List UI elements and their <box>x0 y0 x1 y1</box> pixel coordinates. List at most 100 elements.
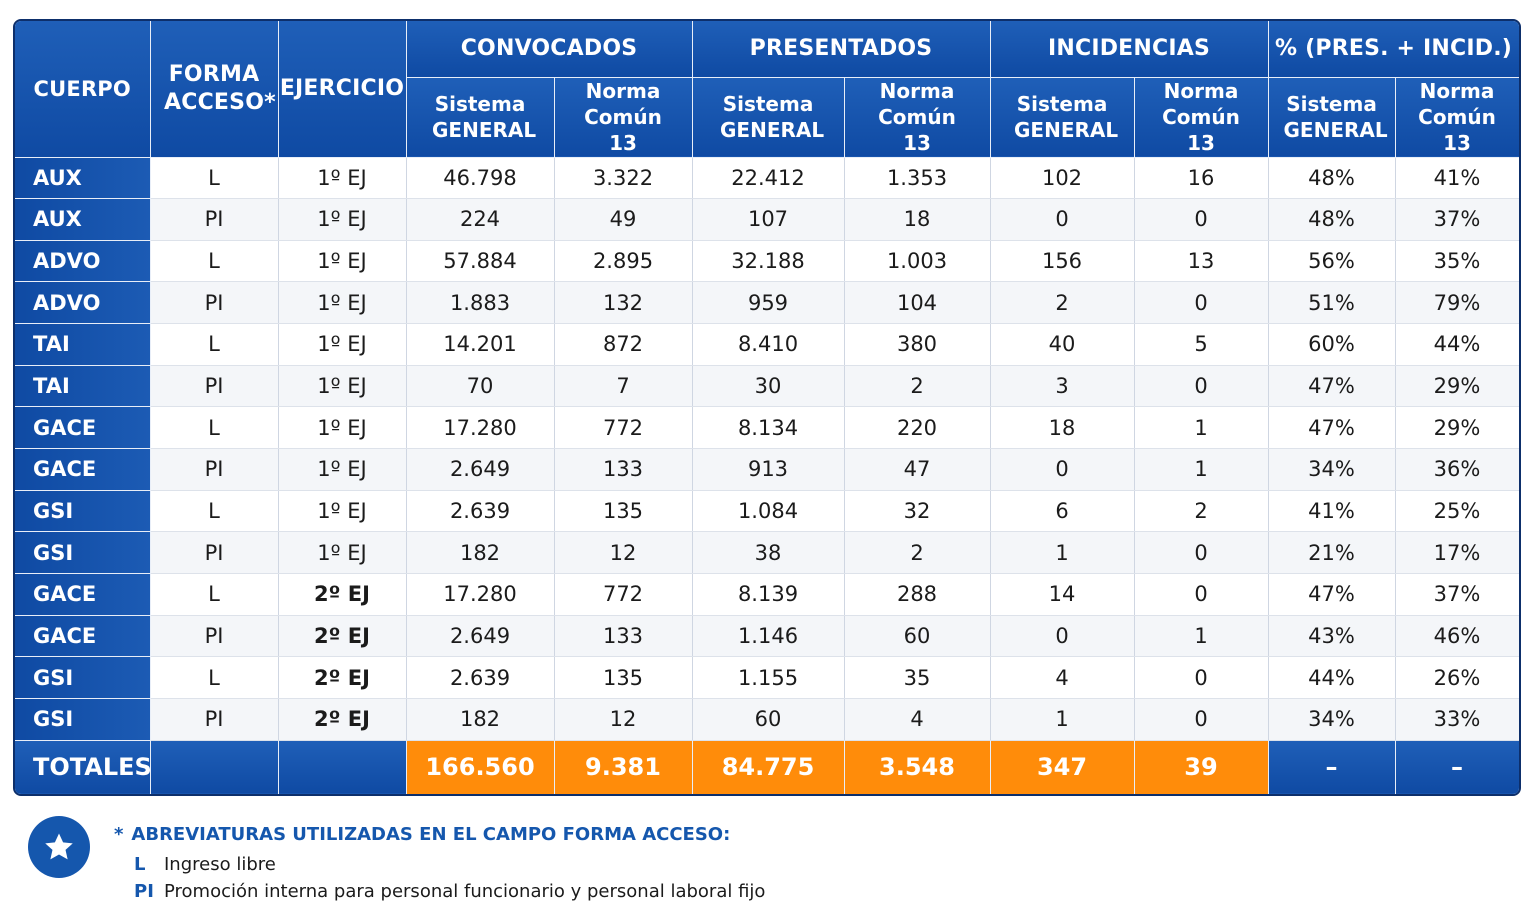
subheader-cell: Norma Común 13 <box>1395 77 1519 158</box>
cell-cuerpo: GACE <box>15 448 151 491</box>
cell-cuerpo: GACE <box>15 406 151 449</box>
cell-ejercicio: 2º EJ <box>278 573 407 616</box>
cell-convocados-nc13: 132 <box>554 281 693 325</box>
cell-ejercicio: 1º EJ <box>278 157 407 200</box>
cell-convocados-general: 14.201 <box>406 323 555 366</box>
header-group-convocados: CONVOCADOS <box>406 21 693 78</box>
results-table: CUERPO FORMA ACCESO* EJERCICIO CONVOCADO… <box>15 21 1519 794</box>
cell-pct-general: 48% <box>1268 198 1396 241</box>
cell-presentados-general: 959 <box>692 281 845 325</box>
cell-pct-nc13: 79% <box>1395 281 1519 325</box>
table-row: GACE PI 2º EJ 2.649 133 1.146 60 0 1 43% 46% <box>15 615 1519 658</box>
cell-incidencias-general: 156 <box>990 240 1135 283</box>
totals-presentados-general: 84.775 <box>692 740 845 794</box>
cell-pct-general: 34% <box>1268 448 1396 491</box>
cell-ejercicio: 1º EJ <box>278 240 407 283</box>
cell-ejercicio: 1º EJ <box>278 281 407 325</box>
cell-ejercicio: 2º EJ <box>278 656 407 699</box>
table-row: TAI PI 1º EJ 70 7 30 2 3 0 47% 29% <box>15 365 1519 408</box>
cell-presentados-nc13: 32 <box>844 490 991 533</box>
cell-cuerpo: GSI <box>15 490 151 533</box>
cell-convocados-nc13: 135 <box>554 490 693 533</box>
cell-presentados-nc13: 104 <box>844 281 991 325</box>
cell-cuerpo: ADVO <box>15 240 151 283</box>
cell-presentados-general: 8.139 <box>692 573 845 616</box>
cell-pct-nc13: 35% <box>1395 240 1519 283</box>
cell-forma-acceso: L <box>150 573 279 616</box>
cell-incidencias-nc13: 16 <box>1134 157 1269 200</box>
totals-pct-nc13: – <box>1395 740 1519 794</box>
cell-pct-general: 47% <box>1268 573 1396 616</box>
cell-forma-acceso: L <box>150 656 279 699</box>
subheader-label: Norma Común 13 <box>878 79 956 155</box>
cell-pct-nc13: 44% <box>1395 323 1519 366</box>
cell-convocados-nc13: 133 <box>554 448 693 491</box>
cell-cuerpo: AUX <box>15 157 151 200</box>
cell-presentados-nc13: 4 <box>844 698 991 741</box>
cell-forma-acceso: PI <box>150 531 279 574</box>
cell-presentados-nc13: 2 <box>844 531 991 574</box>
cell-presentados-nc13: 1.003 <box>844 240 991 283</box>
cell-convocados-general: 2.649 <box>406 615 555 658</box>
cell-presentados-nc13: 47 <box>844 448 991 491</box>
cell-ejercicio: 1º EJ <box>278 448 407 491</box>
cell-forma-acceso: PI <box>150 448 279 491</box>
cell-presentados-nc13: 220 <box>844 406 991 449</box>
cell-pct-nc13: 37% <box>1395 573 1519 616</box>
cell-incidencias-nc13: 13 <box>1134 240 1269 283</box>
cell-presentados-general: 1.084 <box>692 490 845 533</box>
table-header: CUERPO FORMA ACCESO* EJERCICIO CONVOCADO… <box>15 21 1519 158</box>
cell-convocados-general: 17.280 <box>406 406 555 449</box>
cell-cuerpo: GACE <box>15 615 151 658</box>
cell-incidencias-nc13: 0 <box>1134 281 1269 325</box>
table-row: ADVO L 1º EJ 57.884 2.895 32.188 1.003 156 13 56%… <box>15 240 1519 283</box>
cell-incidencias-general: 0 <box>990 448 1135 491</box>
cell-incidencias-nc13: 1 <box>1134 406 1269 449</box>
header-ejercicio: EJERCICIO <box>278 21 407 158</box>
cell-pct-general: 60% <box>1268 323 1396 366</box>
cell-incidencias-general: 3 <box>990 365 1135 408</box>
cell-convocados-general: 2.639 <box>406 490 555 533</box>
cell-incidencias-general: 102 <box>990 157 1135 200</box>
cell-incidencias-general: 1 <box>990 698 1135 741</box>
table-row: ADVO PI 1º EJ 1.883 132 959 104 2 0 51% 79% <box>15 281 1519 325</box>
subheader-cell: Sistema GENERAL <box>990 77 1135 158</box>
cell-ejercicio: 1º EJ <box>278 406 407 449</box>
table-row: GSI L 1º EJ 2.639 135 1.084 32 6 2 41% 25% <box>15 490 1519 533</box>
cell-convocados-nc13: 872 <box>554 323 693 366</box>
totals-convocados-general: 166.560 <box>406 740 555 794</box>
cell-forma-acceso: L <box>150 157 279 200</box>
cell-pct-general: 44% <box>1268 656 1396 699</box>
subheader-label: Sistema GENERAL <box>720 92 825 142</box>
table-row: GSI PI 2º EJ 182 12 60 4 1 0 34% 33% <box>15 698 1519 741</box>
cell-pct-general: 21% <box>1268 531 1396 574</box>
cell-convocados-nc13: 2.895 <box>554 240 693 283</box>
cell-incidencias-nc13: 2 <box>1134 490 1269 533</box>
cell-convocados-general: 57.884 <box>406 240 555 283</box>
cell-cuerpo: GSI <box>15 656 151 699</box>
cell-incidencias-nc13: 0 <box>1134 531 1269 574</box>
subheader-label: Sistema GENERAL <box>1283 92 1388 142</box>
table-footer: TOTALES 166.560 9.381 84.775 3.548 347 3… <box>15 740 1519 794</box>
cell-convocados-nc13: 7 <box>554 365 693 408</box>
totals-label: TOTALES <box>15 740 152 794</box>
totals-presentados-nc13: 3.548 <box>844 740 991 794</box>
cell-forma-acceso: L <box>150 406 279 449</box>
cell-presentados-nc13: 35 <box>844 656 991 699</box>
legend-abbr: L <box>134 854 146 875</box>
totals-empty-cell <box>278 740 407 794</box>
subheader-cell: Norma Común 13 <box>844 77 991 158</box>
totals-empty-cell <box>150 740 279 794</box>
cell-ejercicio: 1º EJ <box>278 365 407 408</box>
legend-title: * ABREVIATURAS UTILIZADAS EN EL CAMPO FOR… <box>114 824 730 845</box>
cell-incidencias-general: 18 <box>990 406 1135 449</box>
cell-ejercicio: 1º EJ <box>278 323 407 366</box>
subheader-label: Sistema GENERAL <box>432 92 537 142</box>
cell-pct-nc13: 36% <box>1395 448 1519 491</box>
cell-convocados-general: 182 <box>406 531 555 574</box>
cell-pct-general: 56% <box>1268 240 1396 283</box>
cell-convocados-nc13: 772 <box>554 406 693 449</box>
cell-incidencias-general: 14 <box>990 573 1135 616</box>
cell-forma-acceso: L <box>150 323 279 366</box>
cell-presentados-general: 22.412 <box>692 157 845 200</box>
